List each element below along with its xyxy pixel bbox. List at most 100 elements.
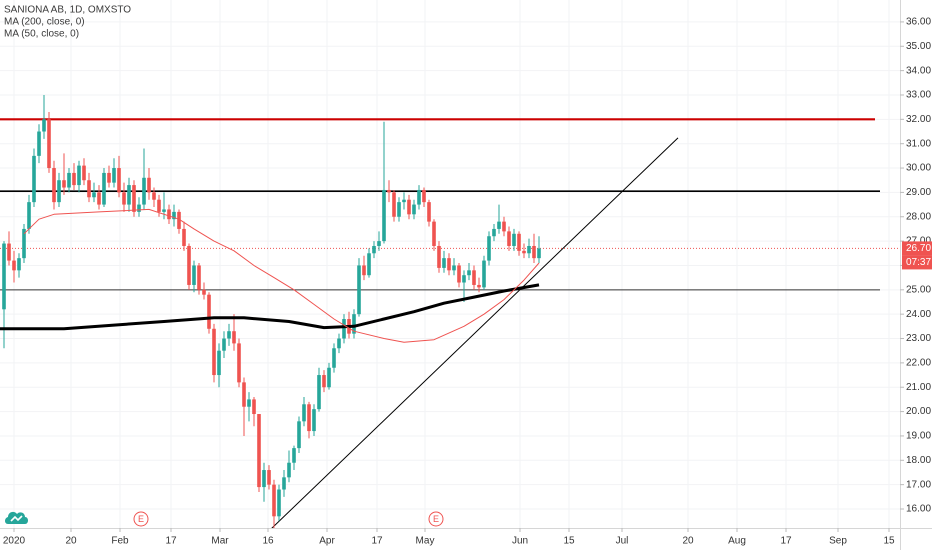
y-tick-label: 25.00 — [906, 284, 931, 295]
candle-body — [477, 284, 481, 288]
candle-body — [102, 172, 106, 205]
candle-body — [217, 350, 221, 376]
x-tick-label: Jul — [616, 536, 629, 547]
candle-body — [317, 375, 321, 410]
trend-line — [271, 137, 679, 528]
candle-body — [392, 192, 396, 217]
x-tick-label: 15 — [883, 536, 895, 547]
y-tick-label: 28.00 — [906, 211, 931, 222]
x-tick-label: 20 — [682, 536, 694, 547]
candle-body — [42, 119, 46, 132]
candle-body — [17, 258, 21, 271]
legend: SANIONA AB, 1D, OMXSTO MA (200, close, 0… — [4, 5, 131, 40]
candle-body — [327, 367, 331, 388]
moving-average-line — [0, 283, 540, 331]
candle-body — [532, 245, 536, 259]
candle-body — [307, 404, 311, 432]
candle-body — [362, 265, 366, 276]
earnings-label: E — [433, 514, 439, 524]
candle-body — [507, 231, 511, 246]
candle-body — [252, 399, 256, 415]
candle-body — [472, 270, 476, 285]
candle-body — [377, 241, 381, 246]
earnings-marker[interactable] — [428, 511, 444, 527]
y-tick-label: 29.00 — [906, 187, 931, 198]
y-tick-label: 24.00 — [906, 309, 931, 320]
candle-body — [512, 233, 516, 246]
y-tick-label: 36.00 — [906, 17, 931, 28]
x-tick-label: Feb — [111, 536, 129, 547]
candle-body — [487, 236, 491, 261]
candle-body — [337, 338, 341, 349]
candle-body — [297, 421, 301, 449]
candle-body — [427, 202, 431, 222]
last-price-label: 26.70 — [906, 243, 931, 254]
candle-body — [412, 204, 416, 215]
candle-body — [167, 209, 171, 220]
candle-body — [277, 489, 281, 517]
candle-body — [332, 348, 336, 368]
candle-body — [257, 414, 261, 488]
y-tick-label: 27.00 — [906, 236, 931, 247]
candle-body — [497, 221, 501, 229]
earnings-label: E — [138, 514, 144, 524]
candle-body — [152, 192, 156, 200]
x-tick-label: 15 — [563, 536, 575, 547]
x-tick-label: Mar — [211, 536, 229, 547]
candle-body — [457, 265, 461, 283]
candle-body — [12, 260, 16, 271]
candle-body — [117, 168, 121, 193]
candle-body — [147, 177, 151, 193]
candle-body — [352, 314, 356, 334]
candle-body — [187, 245, 191, 285]
candle-body — [517, 233, 521, 251]
candle-body — [492, 228, 496, 237]
grid — [0, 0, 900, 528]
candle-body — [387, 189, 391, 193]
x-tick-label: 2020 — [3, 536, 26, 547]
logo-glyph — [10, 515, 23, 522]
candle-body — [222, 338, 226, 351]
legend-entry[interactable]: MA (200, close, 0) — [4, 17, 85, 28]
x-tick-label: 20 — [65, 536, 77, 547]
candle-body — [87, 180, 91, 198]
y-tick-label: 35.00 — [906, 41, 931, 52]
candle-body — [242, 382, 246, 407]
candle-body — [522, 250, 526, 254]
candle-body — [292, 448, 296, 463]
candle-body — [182, 228, 186, 246]
candle-body — [52, 168, 56, 203]
legend-entry[interactable]: MA (50, close, 0) — [4, 29, 79, 40]
candle-body — [177, 211, 181, 229]
candle-body — [227, 331, 231, 339]
candle-body — [62, 180, 66, 188]
y-tick-label: 33.00 — [906, 90, 931, 101]
candle-body — [432, 221, 436, 246]
candle-body — [452, 265, 456, 271]
candle-body — [207, 294, 211, 329]
candle-body — [162, 209, 166, 212]
candle-body — [397, 202, 401, 217]
candle-body — [287, 462, 291, 478]
candle-body — [202, 289, 206, 295]
earnings-marker[interactable] — [133, 511, 149, 527]
logo[interactable] — [5, 511, 28, 524]
y-tick-label: 23.00 — [906, 333, 931, 344]
candle-body — [402, 199, 406, 203]
candle-body — [67, 172, 71, 188]
candle-body — [267, 470, 271, 485]
y-tick-label: 34.00 — [906, 65, 931, 76]
candle-body — [77, 165, 81, 186]
candle-body — [57, 180, 61, 203]
y-tick-label: 21.00 — [906, 382, 931, 393]
candle-body — [312, 409, 316, 432]
x-tick-label: Sep — [829, 536, 847, 547]
chart-title: SANIONA AB, 1D, OMXSTO — [4, 5, 131, 16]
moving-average-line — [23, 208, 540, 343]
candle-body — [357, 265, 361, 315]
candle-body — [22, 228, 26, 259]
candle-body — [282, 477, 286, 490]
candle-body — [47, 119, 51, 169]
candle-body — [212, 328, 216, 376]
